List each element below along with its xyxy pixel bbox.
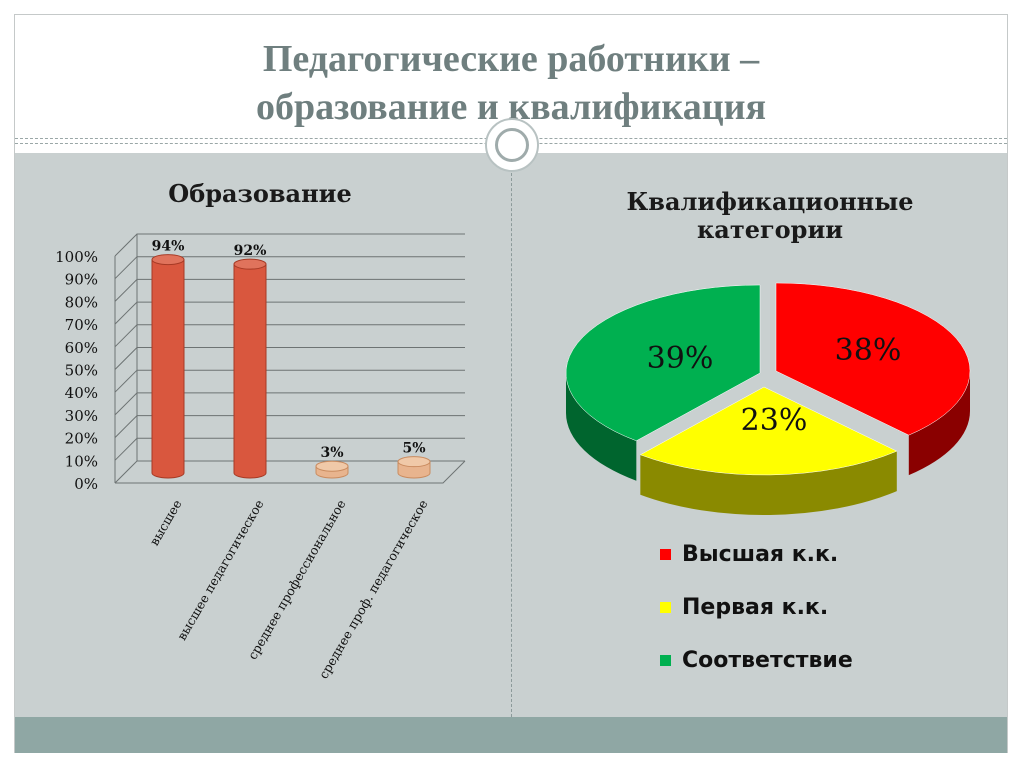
pie-chart-title: Квалификационные категории <box>626 187 914 244</box>
y-tick-label: 60% <box>65 339 98 357</box>
bar-top <box>315 460 349 472</box>
y-tick-label: 80% <box>65 293 98 311</box>
pie-data-label: 23% <box>741 403 808 438</box>
legend-item-first: Первая к.к. <box>660 593 853 621</box>
pie-slice-side <box>566 373 637 481</box>
pie-slice-side <box>640 451 897 515</box>
y-tick-label: 30% <box>65 407 98 425</box>
pie-slice-top <box>565 284 761 442</box>
x-axis <box>115 460 466 484</box>
bar <box>315 460 349 479</box>
y-tick-label: 10% <box>65 452 98 470</box>
legend-label-compliance: Соответствие <box>682 647 853 673</box>
legend-swatch-yellow <box>660 601 671 613</box>
bar-top <box>151 254 185 266</box>
legend-item-compliance: Соответствие <box>660 646 853 674</box>
pie-slice-side <box>908 371 970 476</box>
bar-chart-title: Образование <box>168 179 352 208</box>
y-tick-label: 50% <box>65 362 98 380</box>
pie-data-label: 39% <box>647 341 714 376</box>
legend-label-first: Первая к.к. <box>682 594 829 620</box>
education-bar-chart: 0% 10% 20% 30% 40% 50% 60% 70% 80% 90% 100% 94% высш… <box>55 233 466 681</box>
bar-data-label: 94% <box>152 239 185 255</box>
bar-data-label: 5% <box>402 441 425 457</box>
y-tick-label: 70% <box>65 316 98 334</box>
legend-swatch-red <box>660 548 671 560</box>
x-tick-label: высшее <box>146 497 184 548</box>
pie-slice-top <box>639 386 898 476</box>
bar-body <box>151 259 185 479</box>
bar <box>233 258 267 479</box>
y-tick-label: 20% <box>65 430 98 448</box>
pie-data-label: 38% <box>835 333 902 368</box>
bar <box>397 456 431 479</box>
pie-slice-top <box>775 282 971 436</box>
panel-divider <box>511 153 512 717</box>
bar <box>151 254 185 479</box>
bar-top <box>233 258 267 270</box>
pie-legend: Высшая к.к. Первая к.к. Соответствие <box>660 540 853 699</box>
bar-body <box>233 263 267 479</box>
slide-title-line-1: Педагогические работники – <box>262 38 760 80</box>
legend-item-highest: Высшая к.к. <box>660 540 853 568</box>
bar-data-label: 92% <box>234 243 267 259</box>
x-tick-label: высшее педагогическое <box>174 497 267 643</box>
y-tick-label: 100% <box>55 248 98 266</box>
x-tick-label: среднее профессиональное <box>245 497 349 662</box>
ring-ornament-icon <box>485 118 539 172</box>
bottom-bar <box>15 717 1007 753</box>
legend-swatch-green <box>660 654 671 666</box>
y-tick-label: 40% <box>65 384 98 402</box>
y-tick-label: 90% <box>65 271 98 289</box>
bar-top <box>397 456 431 468</box>
qualification-pie-chart: 38% 23% 39% <box>565 282 971 515</box>
bar-data-label: 3% <box>320 445 343 461</box>
legend-label-highest: Высшая к.к. <box>682 541 839 567</box>
y-tick-label: 0% <box>74 475 98 493</box>
